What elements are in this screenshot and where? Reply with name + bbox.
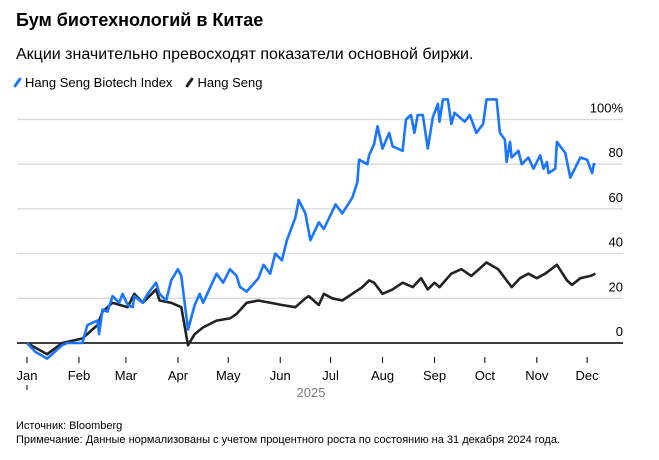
y-tick-label: 100% [590,101,624,116]
legend-label-hang-seng: Hang Seng [197,75,263,90]
legend: Hang Seng Biotech Index Hang Seng [13,75,263,90]
x-tick-label: Mar [115,368,138,383]
legend-item-biotech: Hang Seng Biotech Index [13,75,173,90]
x-tick-label: Nov [525,368,549,383]
x-tick-label: Jan [17,368,38,383]
y-tick-label: 60 [609,190,623,205]
x-tick-label: Dec [576,368,600,383]
legend-label-biotech: Hang Seng Biotech Index [25,75,173,90]
y-tick-label: 20 [609,279,623,294]
y-tick-label: 0 [616,324,623,339]
chart-subtitle: Акции значительно превосходят показатели… [16,46,474,63]
footnote: Примечание: Данные нормализованы с учето… [16,434,561,446]
x-tick-label: Apr [168,368,189,383]
legend-item-hang-seng: Hang Seng [185,75,263,90]
source-note: Источник: Bloomberg [16,420,123,432]
y-tick-label: 40 [609,235,623,250]
x-tick-label: May [216,368,241,383]
x-tick-label: Oct [475,368,496,383]
x-axis-year-label: 2025 [297,385,326,400]
chart-title: Бум биотехнологий в Китае [16,10,264,30]
series-line-hang-seng-biotech-index [26,98,596,360]
x-tick-label: Feb [68,368,90,383]
y-tick-label: 80 [609,145,623,160]
x-tick-label: Aug [371,368,394,383]
x-tick-label: Jul [322,368,339,383]
x-tick-label: Sep [423,368,446,383]
x-tick-label: Jun [270,368,291,383]
series-line-hang-seng [26,261,597,356]
